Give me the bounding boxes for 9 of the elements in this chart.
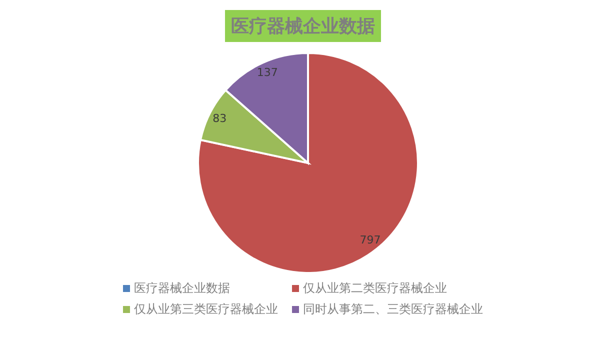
legend-label: 仅从业第二类医疗器械企业 — [303, 280, 447, 297]
pie-slice — [197, 52, 419, 272]
data-label: 83 — [212, 112, 227, 125]
data-label: 137 — [256, 66, 278, 80]
legend-label: 同时从事第二、三类医疗器械企业 — [303, 301, 483, 318]
chart-title: 医疗器械企业数据 — [225, 10, 381, 42]
data-label: 797 — [360, 234, 381, 247]
legend-label: 仅从业第三类医疗器械企业 — [134, 301, 278, 318]
legend-label: 医疗器械企业数据 — [134, 280, 230, 297]
